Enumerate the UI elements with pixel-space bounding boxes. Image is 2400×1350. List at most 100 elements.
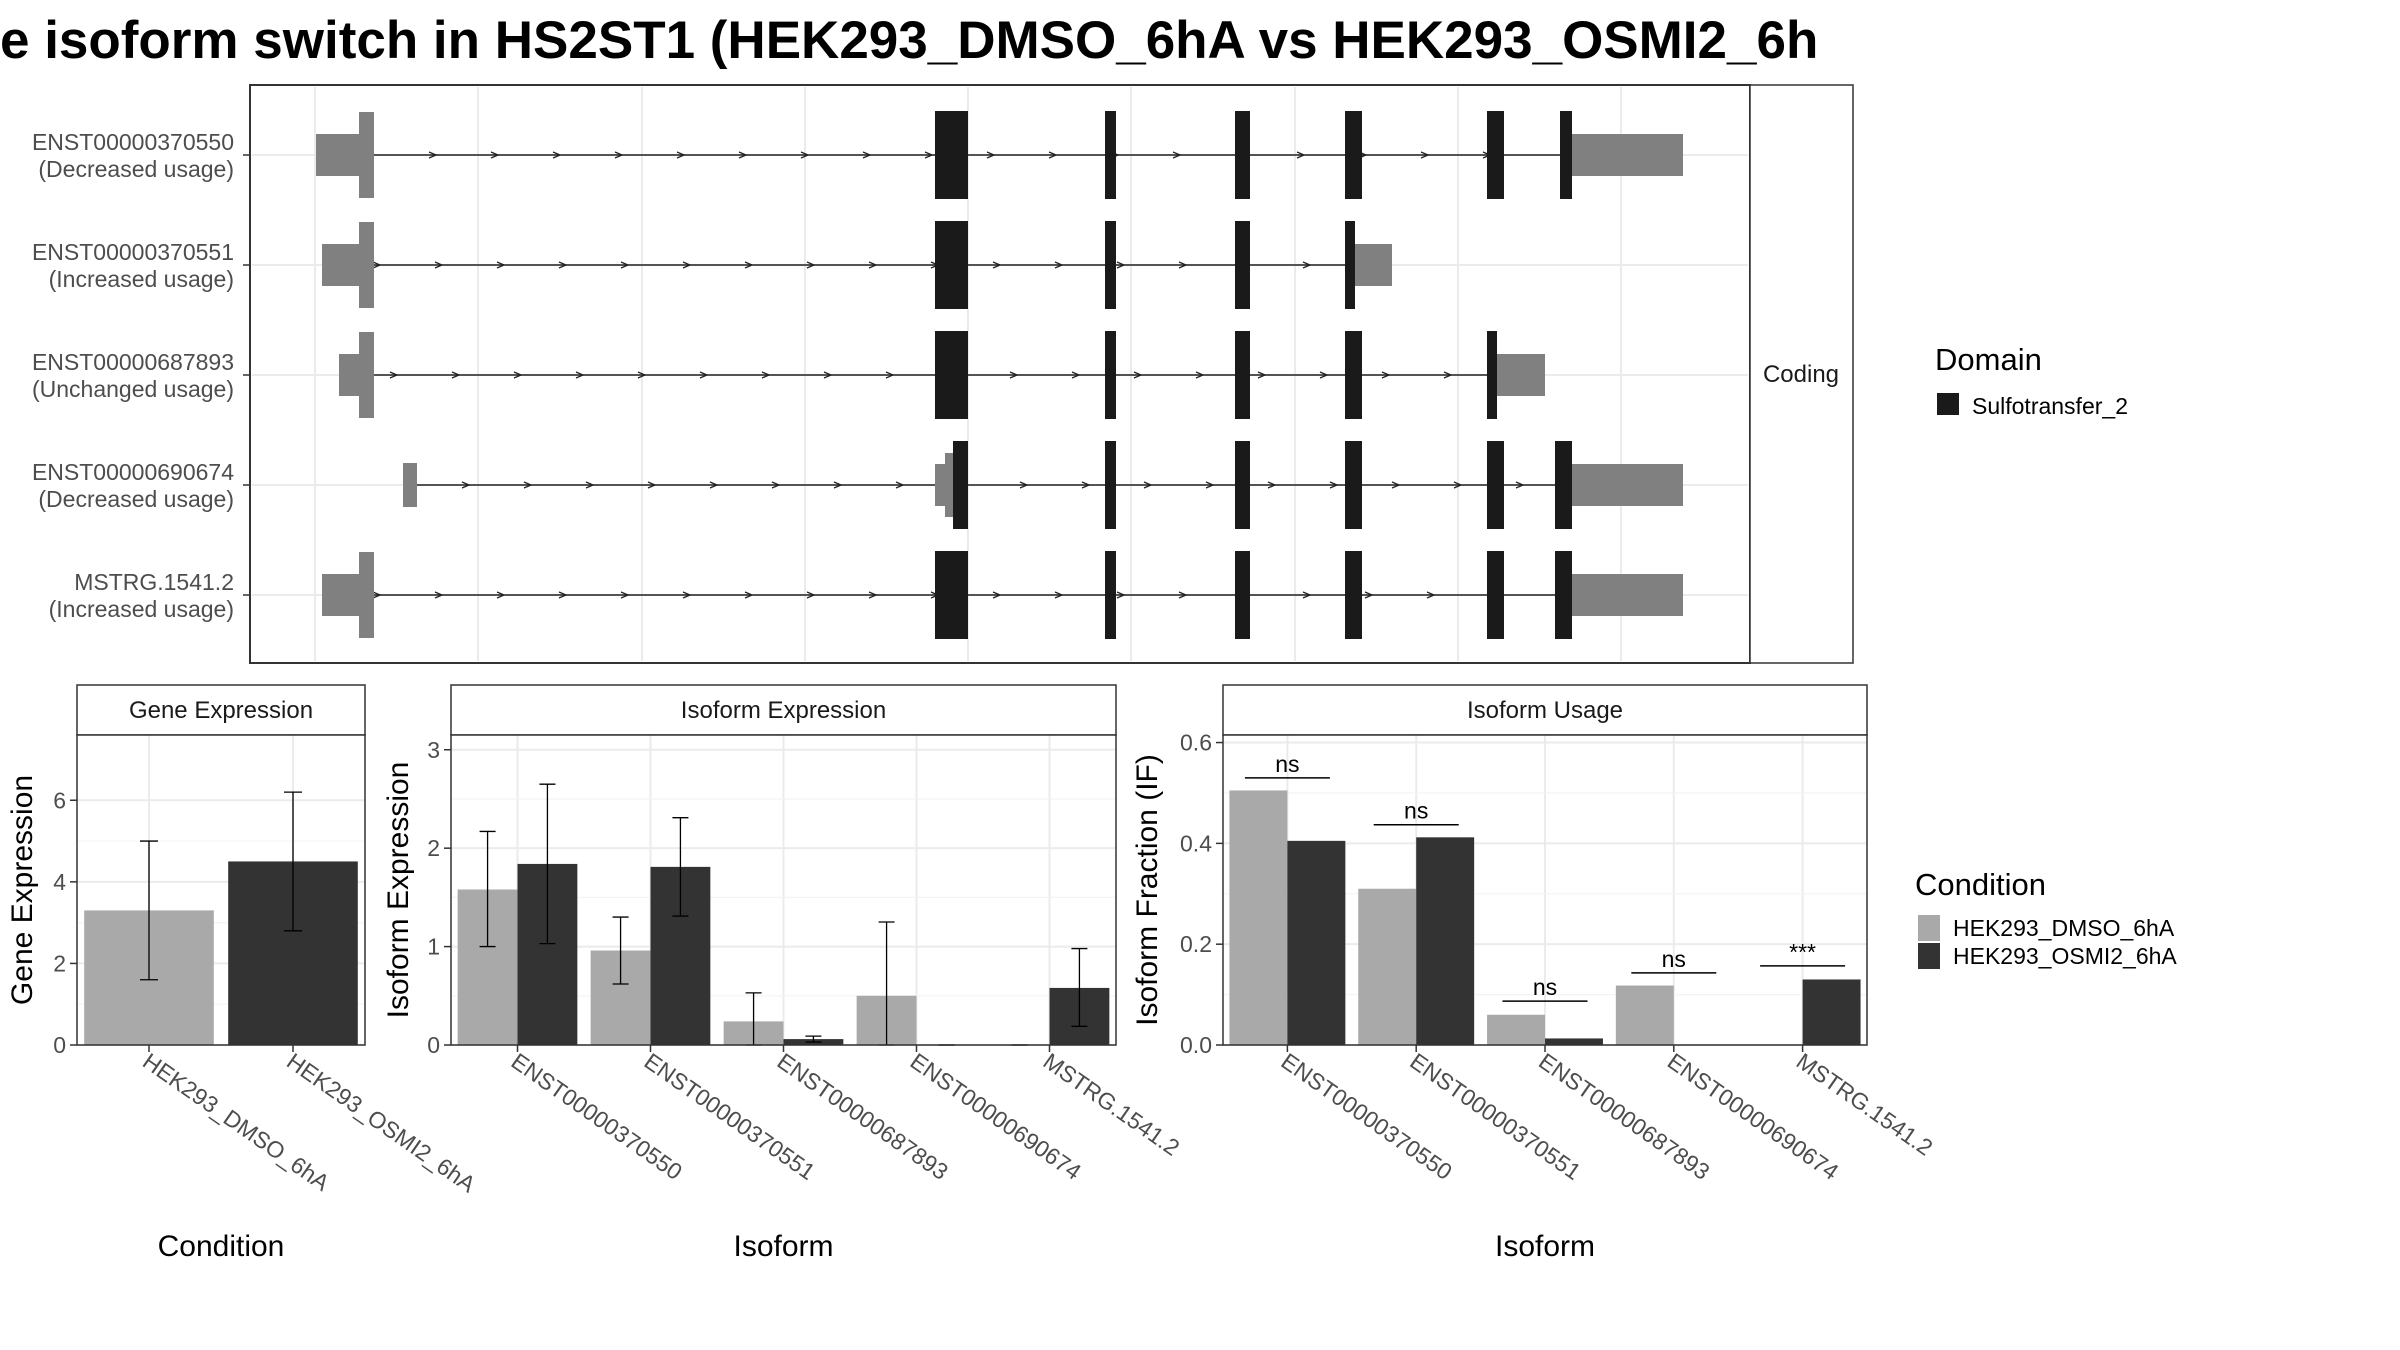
condition-legend-label-dmso: HEK293_DMSO_6hA [1953,915,2175,941]
intron-arrow [1019,481,1029,489]
isoform-label-id: ENST00000690674 [32,459,234,485]
significance-label: ns [1662,946,1686,972]
y-tick-label: 0 [427,1032,440,1058]
intron-arrow [738,151,748,159]
facet-strip-label: Coding [1763,361,1839,388]
domain-exon [1560,111,1572,199]
y-tick-label: 2 [427,835,440,861]
utr-block [359,222,374,308]
utr-block [403,463,417,507]
domain-exon [953,111,968,199]
intron-arrow [428,151,438,159]
domain-exon [953,441,968,529]
bar [1487,1014,1545,1045]
isoform-label-note: (Unchanged usage) [32,376,234,402]
condition-legend-key-osmi2 [1918,943,1940,969]
intron-arrow [620,261,630,269]
plot-border [1222,734,1868,1046]
intron-arrow [513,371,523,379]
intron-arrow [1116,591,1126,599]
transcript-track [403,441,1683,529]
isoform-usage-panel: Isoform Usage0.00.20.40.6ENST00000370550… [1131,684,1938,1263]
panel-strip [450,684,1117,736]
intron-arrow [1143,481,1153,489]
isoform-label-note: (Decreased usage) [38,486,234,512]
intron-arrow [490,151,500,159]
isoform-label-id: ENST00000687893 [32,349,234,375]
domain-exon [1235,331,1250,419]
plot-border [450,734,1117,1046]
bar [1802,979,1861,1045]
isoform-labels: ENST00000370550(Decreased usage)ENST0000… [32,129,250,622]
intron-arrow [761,371,771,379]
intron-arrow [1443,371,1453,379]
intron-arrow [862,151,872,159]
y-axis-title: Gene Expression [6,775,39,1005]
domain-legend-label: Sulfotransfer_2 [1972,393,2128,419]
domain-exon [1487,551,1504,639]
domain-exon [1555,551,1572,639]
intron-arrow [709,481,719,489]
bar [1416,837,1475,1045]
isoform-label-id: ENST00000370550 [32,129,234,155]
bar [1229,790,1288,1045]
utr-block [1497,354,1504,396]
y-tick-label: 0.6 [1180,730,1212,756]
intron-arrow [434,591,444,599]
utr-block [316,134,359,176]
intron-arrow [682,591,692,599]
domain-exon [1235,551,1250,639]
intron-arrow [868,591,878,599]
significance-label: ns [1533,974,1557,1000]
intron-arrow [682,261,692,269]
utr-block [359,332,374,418]
y-tick-label: 3 [427,737,440,763]
intron-arrow [585,481,595,489]
intron-arrow [868,261,878,269]
condition-legend-label-osmi2: HEK293_OSMI2_6hA [1953,943,2177,969]
intron-arrow [992,261,1002,269]
domain-exon [1105,331,1116,419]
domain-exon [1105,221,1116,309]
intron-arrow [1071,371,1081,379]
intron-arrow [389,371,399,379]
intron-arrow [1302,261,1312,269]
intron-arrow [434,261,444,269]
domain-exon [1555,441,1572,529]
domain-exon [935,551,953,639]
utr-block [1355,244,1364,286]
intron-arrow [986,151,996,159]
domain-legend-title: Domain [1935,342,2042,377]
intron-arrow [1081,481,1091,489]
bar [1358,888,1417,1045]
intron-arrow [1296,151,1306,159]
panel-strip [76,684,366,736]
utr-block [1572,134,1584,176]
transcript-structure-panel: Coding ENST00000370550(Decreased usage)E… [32,84,1854,664]
utr-block [1572,574,1683,616]
intron-arrow [614,151,624,159]
domain-exon [1235,221,1250,309]
intron-arrow [806,261,816,269]
panel-strip-title: Gene Expression [129,697,313,724]
domain-legend-key [1937,393,1959,415]
y-tick-label: 4 [53,869,66,895]
y-tick-label: 2 [53,950,66,976]
utr-block [1504,354,1545,396]
bar [1615,985,1674,1045]
intron-arrow [461,481,471,489]
x-axis-title: Isoform [733,1230,833,1263]
intron-arrow [699,371,709,379]
significance-label: ns [1404,798,1428,824]
utr-block [1584,134,1683,176]
y-tick-label: 0.0 [1180,1032,1212,1058]
intron-arrow [451,371,461,379]
intron-arrow [806,591,816,599]
isoform-label-id: MSTRG.1541.2 [74,569,234,595]
intron-arrow [1195,371,1205,379]
domain-exon [1105,551,1116,639]
intron-arrow [1302,591,1312,599]
utr-block [322,244,359,286]
intron-arrow [744,591,754,599]
bar [1287,840,1346,1045]
